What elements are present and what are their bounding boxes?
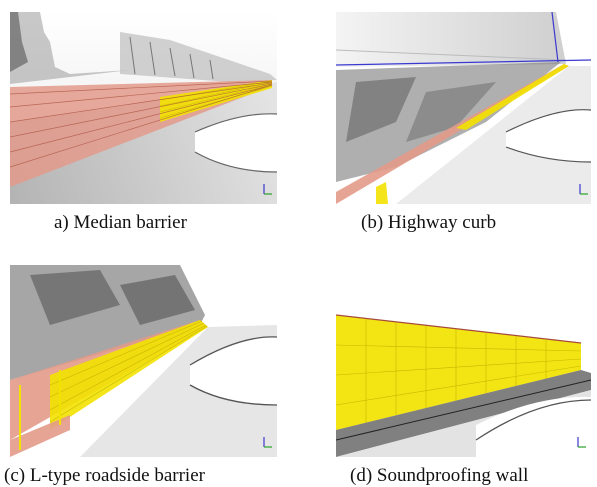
caption-highway-curb: (b) Highway curb — [361, 212, 497, 233]
caption-median-barrier: a) Median barrier — [54, 212, 187, 233]
caption-l-type-roadside-barrier: (c) L-type roadside barrier — [4, 465, 205, 486]
point-cloud-image-soundproofing-wall — [336, 265, 591, 457]
caption-soundproofing-wall: (d) Soundproofing wall — [350, 465, 529, 486]
point-cloud-image-median-barrier — [10, 12, 277, 204]
point-cloud-image-l-type-roadside-barrier — [10, 265, 277, 457]
point-cloud-image-highway-curb — [336, 12, 591, 204]
